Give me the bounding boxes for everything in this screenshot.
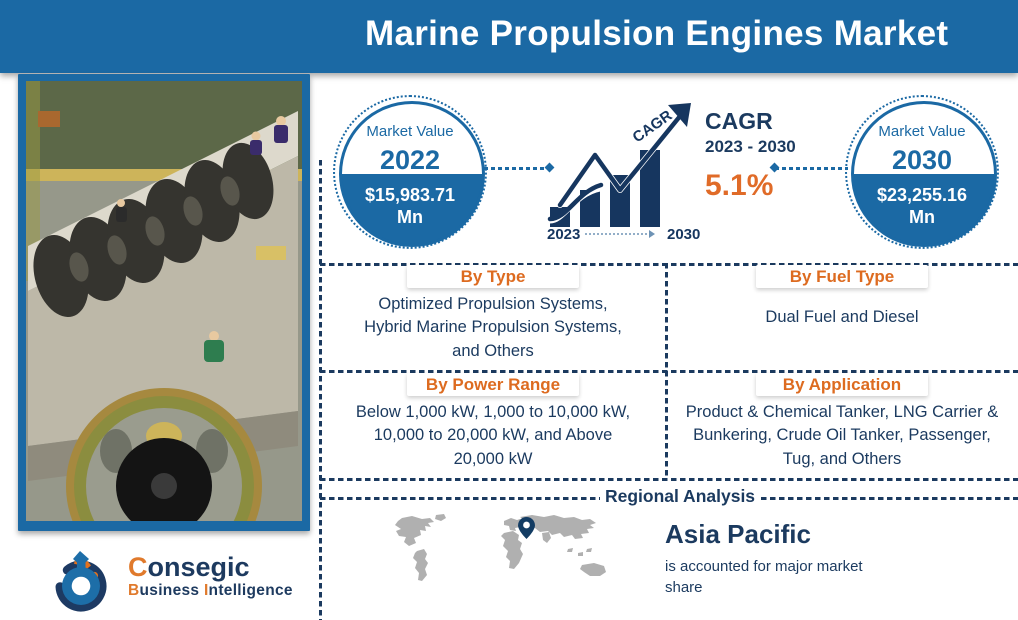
svg-text:2023: 2023 [547, 226, 580, 240]
svg-text:2030: 2030 [667, 226, 700, 240]
